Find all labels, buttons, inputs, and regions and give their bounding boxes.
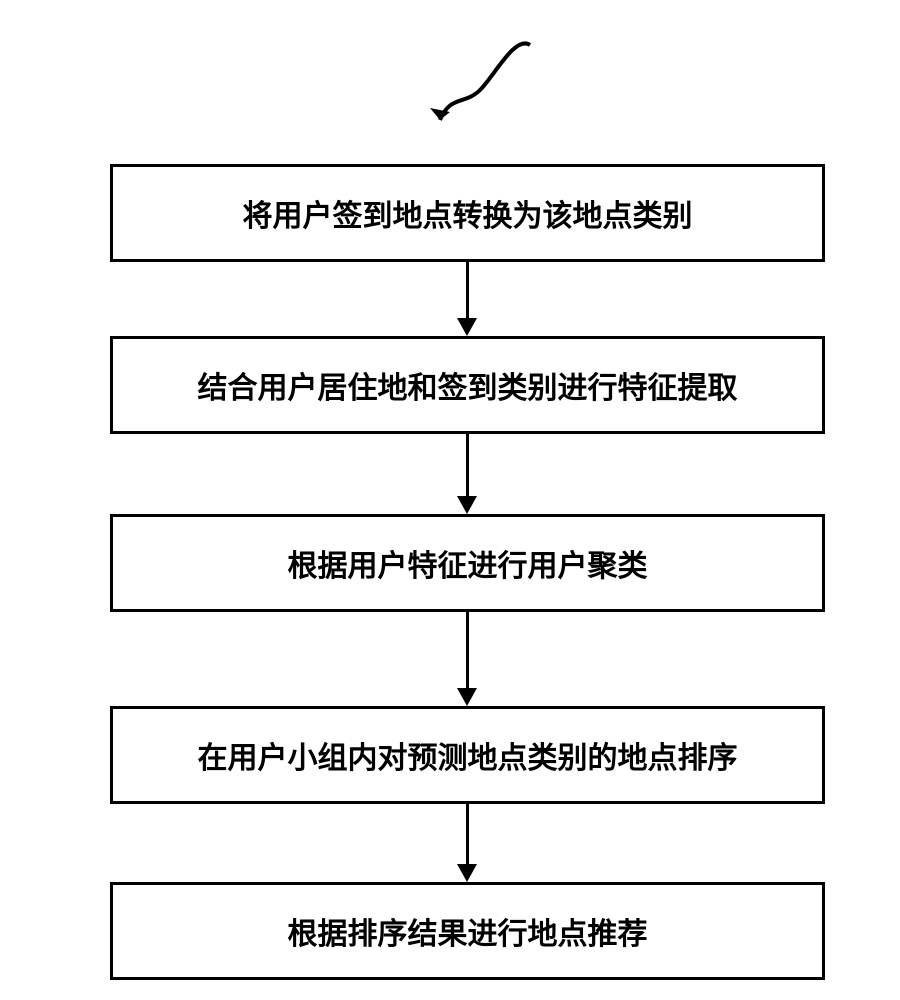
step-2-label: 结合用户居住地和签到类别进行特征提取 xyxy=(198,363,738,407)
arrow-2-3 xyxy=(466,434,469,496)
start-curve-arrow xyxy=(420,40,550,150)
flowchart-step-1: 将用户签到地点转换为该地点类别 xyxy=(110,164,825,262)
step-4-label: 在用户小组内对预测地点类别的地点排序 xyxy=(198,733,738,777)
arrow-head-4-5 xyxy=(457,864,477,882)
flowchart-step-4: 在用户小组内对预测地点类别的地点排序 xyxy=(110,706,825,804)
arrow-head-1-2 xyxy=(457,318,477,336)
flowchart-step-2: 结合用户居住地和签到类别进行特征提取 xyxy=(110,336,825,434)
arrow-1-2 xyxy=(466,262,469,318)
arrow-head-2-3 xyxy=(457,496,477,514)
step-1-label: 将用户签到地点转换为该地点类别 xyxy=(243,191,693,235)
flowchart-step-3: 根据用户特征进行用户聚类 xyxy=(110,514,825,612)
step-3-label: 根据用户特征进行用户聚类 xyxy=(288,541,648,585)
flowchart-step-5: 根据排序结果进行地点推荐 xyxy=(110,882,825,980)
arrow-head-3-4 xyxy=(457,688,477,706)
step-5-label: 根据排序结果进行地点推荐 xyxy=(288,909,648,953)
arrow-4-5 xyxy=(466,804,469,864)
arrow-3-4 xyxy=(466,612,469,688)
